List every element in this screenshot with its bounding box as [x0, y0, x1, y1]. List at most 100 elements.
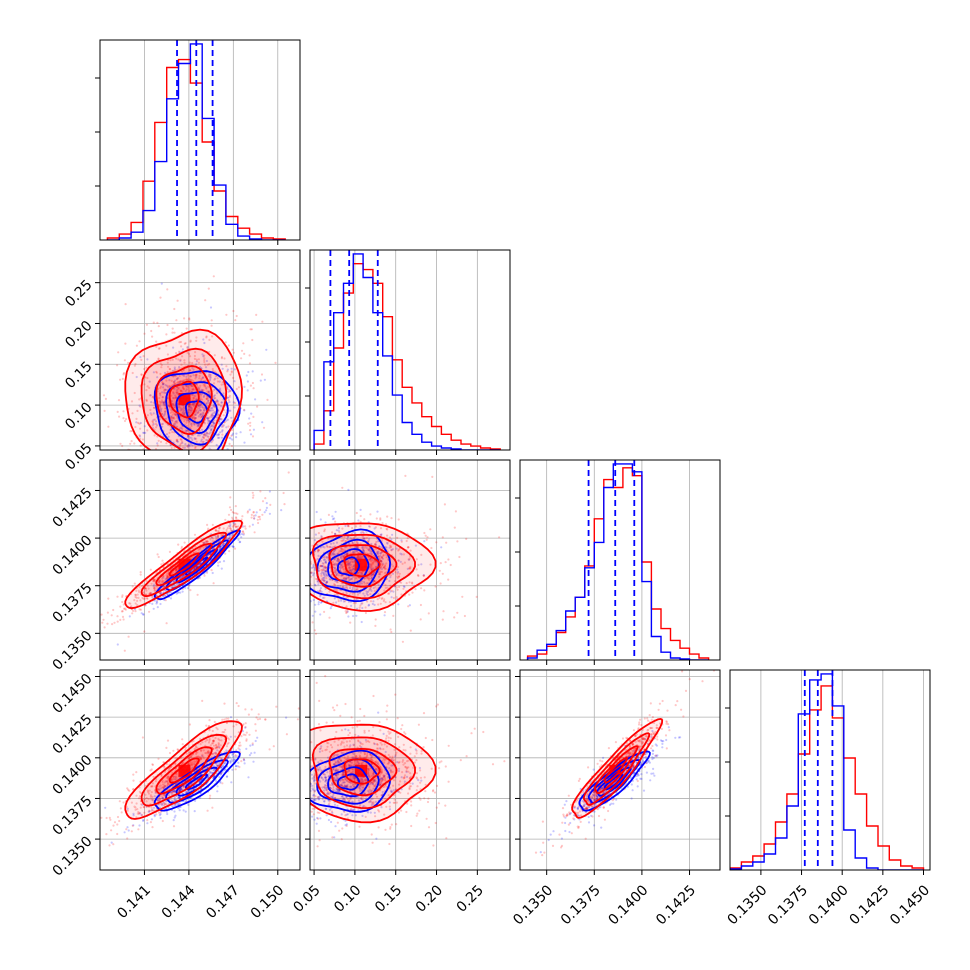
sample-point	[341, 548, 344, 551]
sample-point	[312, 565, 315, 569]
sample-point	[202, 541, 205, 544]
sample-point	[213, 354, 216, 357]
sample-point	[195, 339, 198, 342]
sample-point	[352, 564, 355, 568]
sample-point	[368, 579, 371, 582]
sample-point	[182, 809, 185, 812]
sample-point	[188, 404, 191, 407]
sample-point	[322, 580, 326, 583]
sample-point	[350, 577, 353, 581]
sample-point	[355, 588, 358, 591]
sample-point	[371, 562, 374, 565]
sample-point	[319, 546, 322, 549]
sample-point	[269, 503, 272, 506]
sample-point	[370, 565, 373, 569]
sample-point	[282, 491, 285, 495]
sample-point	[199, 365, 202, 369]
sample-point	[167, 404, 171, 407]
contour-red	[310, 522, 437, 612]
sample-point	[368, 525, 372, 528]
sample-point	[216, 380, 219, 383]
sample-point	[182, 388, 185, 391]
sample-point	[145, 323, 148, 326]
sample-point	[384, 601, 387, 604]
panel-frame	[99, 459, 301, 661]
sample-point	[196, 412, 199, 415]
sample-point	[124, 342, 127, 345]
sample-point	[190, 384, 193, 387]
sample-point	[189, 589, 192, 592]
sample-point	[379, 573, 382, 576]
sample-point	[302, 567, 304, 569]
sample-point	[190, 466, 192, 468]
sample-point	[340, 599, 343, 602]
sample-point	[204, 402, 208, 405]
sample-point	[140, 358, 143, 361]
sample-point	[295, 566, 297, 568]
sample-point	[156, 601, 159, 604]
sample-point	[206, 395, 209, 398]
sample-point	[361, 545, 364, 548]
sample-point	[130, 605, 133, 608]
sample-point	[374, 566, 378, 569]
sample-point	[409, 565, 412, 568]
sample-point	[252, 511, 255, 514]
sample-point	[135, 344, 138, 347]
sample-point	[337, 558, 340, 561]
sample-point	[369, 558, 372, 561]
sample-point	[353, 565, 356, 568]
sample-point	[187, 434, 190, 437]
sample-point	[102, 394, 106, 397]
sample-point	[342, 600, 345, 603]
sample-point	[317, 549, 320, 552]
sample-point	[185, 378, 188, 381]
sample-point	[181, 390, 184, 393]
sample-point	[219, 431, 222, 434]
sample-point	[389, 584, 392, 587]
sample-point	[251, 338, 254, 342]
sample-point	[214, 467, 216, 469]
sample-point	[365, 577, 368, 580]
sample-point	[136, 599, 139, 603]
sample-point	[208, 363, 211, 366]
sample-point	[194, 351, 197, 354]
sample-point	[395, 547, 398, 550]
sample-point	[172, 380, 176, 383]
sample-point	[247, 370, 250, 374]
contour-red	[124, 519, 243, 610]
sample-point	[153, 406, 156, 409]
sample-point	[197, 415, 200, 418]
sample-point	[333, 588, 336, 591]
sample-point	[146, 429, 149, 432]
sample-point	[400, 540, 403, 543]
sample-point	[192, 461, 194, 463]
sample-point	[220, 545, 223, 549]
sample-point	[192, 455, 194, 457]
sample-point	[203, 341, 206, 345]
sample-point	[139, 812, 142, 815]
sample-point	[355, 545, 358, 549]
sample-point	[219, 387, 222, 390]
sample-point	[163, 466, 165, 468]
sample-point	[166, 472, 168, 474]
sample-point	[355, 545, 358, 548]
sample-point	[173, 307, 176, 311]
sample-point	[145, 579, 148, 583]
sample-point	[347, 615, 350, 618]
sample-point	[377, 583, 380, 586]
sample-point	[332, 553, 335, 556]
sample-point	[227, 537, 230, 541]
sample-point	[142, 431, 145, 434]
sample-point	[218, 527, 221, 530]
sample-point	[139, 421, 142, 425]
sample-point	[359, 576, 362, 580]
sample-point	[234, 512, 237, 515]
sample-point	[171, 402, 174, 406]
sample-point	[351, 577, 354, 580]
sample-point	[397, 559, 400, 562]
sample-point	[317, 583, 320, 586]
sample-point	[174, 375, 177, 378]
sample-point	[187, 404, 190, 407]
sample-point	[373, 580, 376, 583]
sample-point	[120, 610, 124, 613]
